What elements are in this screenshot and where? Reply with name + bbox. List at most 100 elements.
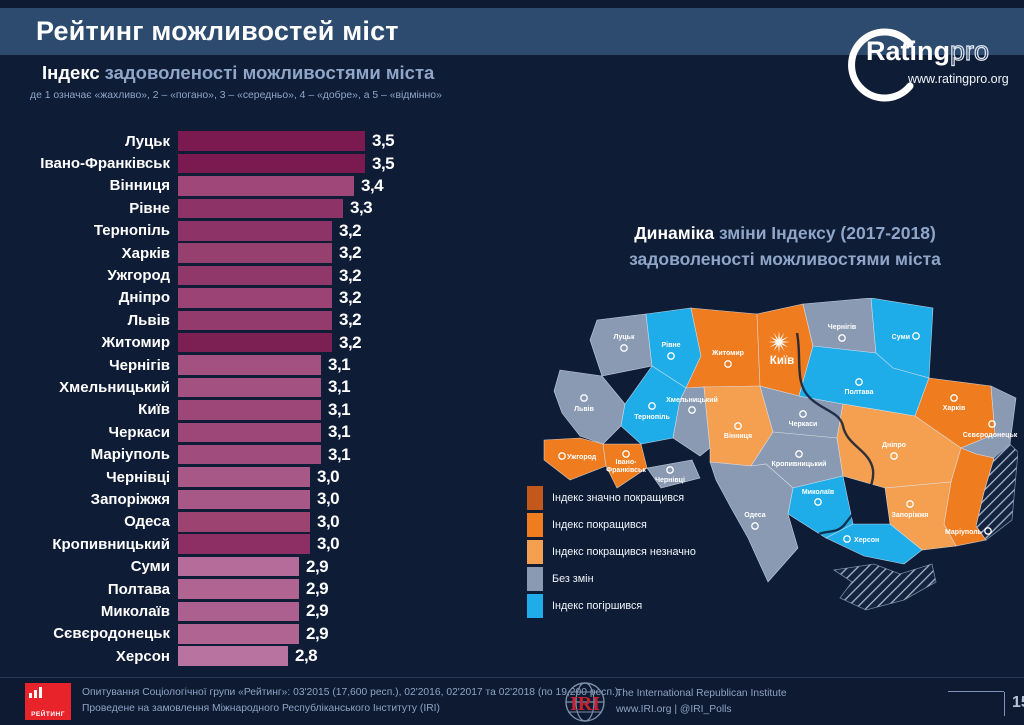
bar-label: Луцьк <box>125 132 170 150</box>
bar-label: Дніпро <box>118 289 170 307</box>
bar-value: 2,9 <box>306 623 329 643</box>
legend-label: Без змін <box>552 573 594 585</box>
bar-label: Харків <box>121 244 170 262</box>
bar-value: 3,5 <box>372 153 395 173</box>
iri-contacts: www.IRI.org | @IRI_Polls <box>616 704 732 716</box>
bar-row: Миколаїв 2,9 <box>0 600 520 622</box>
dnipro-river <box>795 332 875 536</box>
city-marker <box>688 406 696 414</box>
city-marker <box>558 452 566 460</box>
map-city-label: Запоріжжя <box>891 511 928 519</box>
bar <box>178 332 332 353</box>
region-crimea <box>832 563 937 611</box>
city-marker <box>814 498 822 506</box>
bar <box>178 310 332 331</box>
top-strip <box>0 0 1024 8</box>
region-chernivtsi <box>646 459 701 489</box>
bar <box>178 265 332 286</box>
map-title: Динаміка зміни Індексу (2017-2018) задово… <box>556 220 1014 272</box>
bar-value: 3,0 <box>317 489 340 509</box>
bar <box>178 444 321 465</box>
bar-value: 3,2 <box>339 287 362 307</box>
region-kherson <box>825 523 923 565</box>
city-marker <box>988 420 996 428</box>
bar-label: Маріуполь <box>90 446 170 464</box>
bar-label: Миколаїв <box>100 602 170 620</box>
bar-row: Ужгород 3,2 <box>0 264 520 286</box>
bar-label: Кропивницький <box>52 535 170 553</box>
bar-label: Київ <box>138 401 170 419</box>
map-city-label: Дніпро <box>882 441 906 449</box>
bar-label: Івано-Франківськ <box>40 155 170 173</box>
bar <box>178 422 321 443</box>
bar-row: Одеса 3,0 <box>0 511 520 533</box>
rating-group-logo: РЕЙТИНГ <box>25 683 71 720</box>
bar <box>178 221 332 241</box>
bar-value: 3,0 <box>317 511 340 531</box>
bar-value: 3,2 <box>339 220 362 240</box>
legend-item-improved_strongly: Індекс значно покращився <box>527 486 797 510</box>
bar-label: Херсон <box>115 647 170 665</box>
city-marker <box>622 450 630 458</box>
map-title-accent: Динаміка <box>634 223 715 243</box>
map-city-label: Полтава <box>844 389 873 396</box>
footer-note-line2: Проведене на замовлення Міжнародного Рес… <box>82 703 440 715</box>
bar <box>178 131 365 151</box>
legend-swatch <box>527 594 543 618</box>
map-city-label: Миколаїв <box>802 489 835 496</box>
iri-text: The International Republican Institute w… <box>616 686 787 719</box>
bar-label: Одеса <box>124 513 170 531</box>
bar-label: Чернівці <box>106 468 170 486</box>
bar-chart: Луцьк 3,5 Івано-Франківськ 3,5 Вінниця 3,4 Рів… <box>0 130 520 667</box>
bar-value: 3,1 <box>328 422 351 442</box>
bar <box>178 400 321 420</box>
bar-label: Суми <box>130 558 170 576</box>
bar-label: Запоріжжя <box>90 490 170 508</box>
bar <box>178 355 321 375</box>
city-marker <box>724 360 732 368</box>
bar-label: Чернігів <box>109 356 170 374</box>
bar <box>178 534 310 554</box>
bar-value: 3,1 <box>328 399 351 419</box>
city-marker <box>751 522 759 530</box>
map-city-label: Харків <box>943 404 966 412</box>
map-city-label: Київ <box>770 355 794 367</box>
region-ivano <box>602 443 648 489</box>
bar-row: Тернопіль 3,2 <box>0 220 520 242</box>
legend-item-no_change: Без змін <box>527 567 797 591</box>
map-city-label: Черкаси <box>789 421 818 428</box>
bar <box>178 176 354 196</box>
bar <box>178 467 310 487</box>
bar-value: 2,9 <box>306 601 329 621</box>
bar-value: 3,0 <box>317 467 340 487</box>
footer-note: Опитування Соціологічної групи «Рейтинг»… <box>82 685 621 718</box>
bar-value: 3,2 <box>339 243 362 263</box>
title-bar: Рейтинг можливостей міст <box>0 8 1024 55</box>
map-city-label: Маріуполь <box>945 528 983 536</box>
bar <box>178 489 310 510</box>
legend-swatch <box>527 540 543 564</box>
bar-label: Львів <box>127 311 170 329</box>
legend-swatch <box>527 567 543 591</box>
legend-item-worsened: Індекс погіршився <box>527 594 797 618</box>
brand-wordmark: Ratingpro <box>866 35 990 67</box>
page-title: Рейтинг можливостей міст <box>36 16 399 46</box>
city-marker <box>620 344 628 352</box>
city-marker <box>912 332 920 340</box>
bar-row: Вінниця 3,4 <box>0 175 520 197</box>
bar-value: 3,4 <box>361 175 384 195</box>
map-city-label: Сєвєродонецьк <box>963 432 1018 439</box>
brand-name-bold: Rating <box>866 36 950 66</box>
region-odesa <box>709 461 799 583</box>
bar-value: 2,9 <box>306 579 329 598</box>
bar-label: Житомир <box>101 334 170 352</box>
iri-block: IRI The International Republican Institu… <box>562 679 982 725</box>
page-number: 15 <box>948 691 1024 716</box>
city-marker <box>843 535 851 543</box>
bar-row: Рівне 3,3 <box>0 197 520 219</box>
legend-item-improved_slightly: Індекс покращився незначно <box>527 540 797 564</box>
bar-value: 3,0 <box>317 534 340 554</box>
map-city-label: Рівне <box>661 341 680 349</box>
city-marker <box>890 452 898 460</box>
